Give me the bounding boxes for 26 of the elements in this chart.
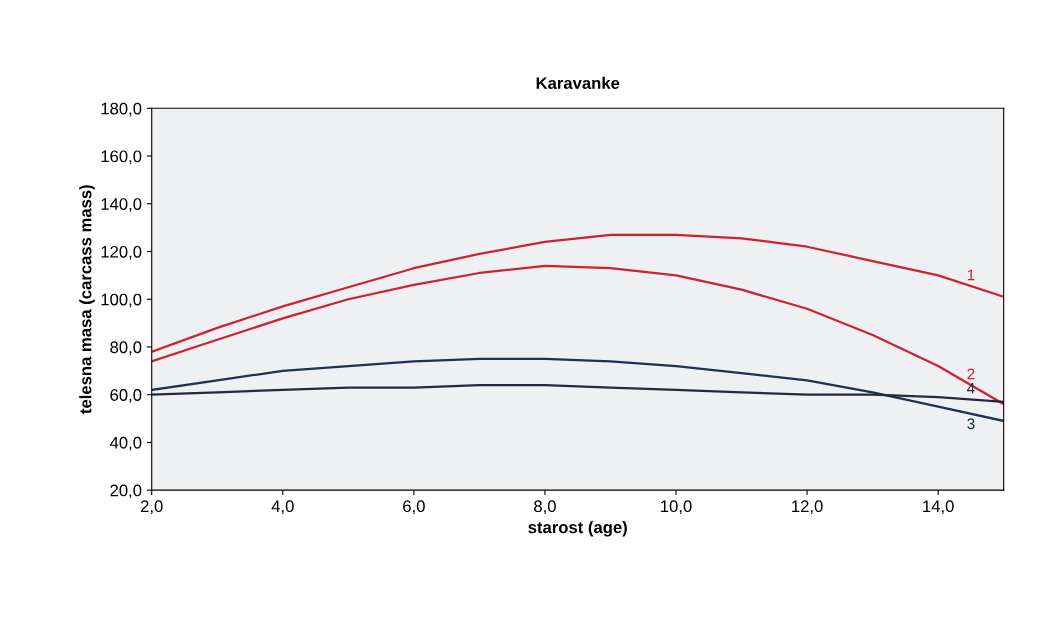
y-tick-label: 120,0 [101,245,142,260]
y-tick-label: 20,0 [110,484,142,499]
x-tick-label: 8,0 [534,500,556,515]
x-tick-label: 4,0 [271,500,294,515]
chart-title: Karavanke [536,76,620,90]
line-series [151,233,1004,353]
y-tick-label: 40,0 [109,436,142,451]
y-tick-label: 160,0 [101,150,142,165]
x-tick-label: 2,0 [140,500,163,515]
y-tick-label: 60,0 [110,389,142,403]
y-tick-label: 180,0 [101,102,142,117]
y-tick-label: 100,0 [101,293,142,308]
series-label: 3 [967,418,975,430]
x-tick-label: 10,0 [661,500,692,515]
line-series [151,384,1004,403]
x-axis-title: starost (age) [528,520,627,537]
y-axis-title: telesna masa (carcass mass) [79,185,95,414]
series-label: 4 [967,383,975,394]
y-tick-label: 80,0 [110,341,142,356]
y-tick-label: 140,0 [101,198,142,212]
series-label: 2 [967,368,975,380]
line-series [151,264,1004,406]
x-tick-label: 6,0 [403,500,425,515]
x-tick-label: 12,0 [792,500,823,515]
x-tick-label: 14,0 [923,500,954,515]
series-label: 1 [967,269,975,281]
